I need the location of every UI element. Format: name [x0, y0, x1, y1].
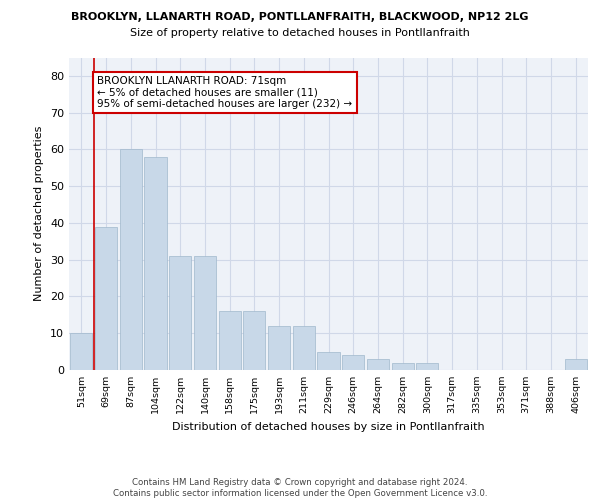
Bar [218, 311, 241, 370]
Bar [169, 256, 191, 370]
Bar [293, 326, 315, 370]
Bar [70, 333, 92, 370]
Text: BROOKLYN, LLANARTH ROAD, PONTLLANFRAITH, BLACKWOOD, NP12 2LG: BROOKLYN, LLANARTH ROAD, PONTLLANFRAITH,… [71, 12, 529, 22]
Bar [268, 326, 290, 370]
Bar [194, 256, 216, 370]
Bar [565, 359, 587, 370]
Bar [416, 362, 439, 370]
Text: Contains HM Land Registry data © Crown copyright and database right 2024.
Contai: Contains HM Land Registry data © Crown c… [113, 478, 487, 498]
Bar [317, 352, 340, 370]
Bar [342, 356, 364, 370]
Text: Size of property relative to detached houses in Pontllanfraith: Size of property relative to detached ho… [130, 28, 470, 38]
Bar [243, 311, 265, 370]
Bar [367, 359, 389, 370]
Bar [392, 362, 414, 370]
Bar [145, 157, 167, 370]
Y-axis label: Number of detached properties: Number of detached properties [34, 126, 44, 302]
Text: BROOKLYN LLANARTH ROAD: 71sqm
← 5% of detached houses are smaller (11)
95% of se: BROOKLYN LLANARTH ROAD: 71sqm ← 5% of de… [97, 76, 353, 109]
Bar [119, 150, 142, 370]
Bar [95, 226, 117, 370]
X-axis label: Distribution of detached houses by size in Pontllanfraith: Distribution of detached houses by size … [172, 422, 485, 432]
